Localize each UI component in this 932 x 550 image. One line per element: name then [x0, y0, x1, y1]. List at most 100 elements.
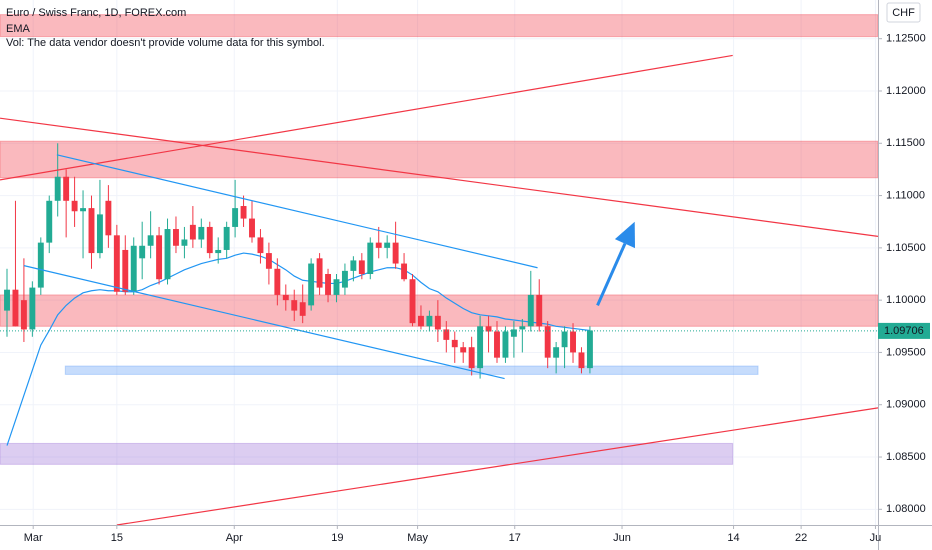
candle-body	[536, 294, 543, 327]
zone	[64, 365, 759, 375]
y-tick-label: 1.08500	[886, 451, 926, 463]
candle-body	[181, 239, 188, 246]
currency-label: CHF	[892, 7, 915, 19]
chart-title: Euro / Swiss Franc, 1D, FOREX.com	[6, 7, 186, 19]
candle-body	[4, 289, 10, 311]
trend-line	[0, 117, 879, 237]
candle-body	[223, 226, 230, 250]
candle-body	[198, 226, 205, 240]
candle-body	[468, 347, 475, 369]
last-price-box	[878, 322, 930, 339]
candle-body	[249, 218, 255, 238]
candle-body	[164, 229, 171, 280]
candle-body	[257, 237, 264, 254]
candle-body	[63, 176, 70, 201]
candle-body	[384, 242, 391, 248]
candle-body	[12, 289, 19, 327]
candle-body	[113, 235, 120, 292]
candle-body	[494, 331, 500, 358]
candle-body	[578, 352, 585, 369]
y-tick-label: 1.12500	[886, 33, 926, 45]
ema-line	[6, 252, 590, 446]
arrow-head	[614, 221, 636, 249]
candle-body	[443, 329, 450, 340]
candle-body	[265, 253, 272, 269]
candle-body	[316, 258, 323, 288]
x-tick-label: 19	[331, 532, 343, 544]
candle-body	[460, 347, 467, 353]
candle-body	[485, 326, 492, 332]
candle-body	[519, 326, 526, 330]
candle-body	[232, 208, 239, 227]
candle-body	[409, 279, 416, 324]
y-tick-label: 1.12000	[886, 85, 926, 97]
trend-line	[23, 265, 505, 380]
candle-body	[80, 208, 87, 212]
x-tick-label: 14	[727, 532, 739, 544]
candle-body	[375, 242, 382, 248]
x-tick-label: Ju	[870, 532, 882, 544]
candle-body	[299, 302, 306, 316]
x-tick-label: Mar	[24, 532, 43, 544]
candle-body	[510, 329, 517, 337]
x-tick-label: 15	[111, 532, 123, 544]
indicator-label: EMA	[6, 23, 31, 35]
candle-body	[206, 226, 213, 254]
y-tick-label: 1.10500	[886, 242, 926, 254]
candle-body	[350, 260, 357, 271]
candle-body	[139, 245, 146, 259]
candle-body	[586, 330, 593, 369]
candle-body	[20, 300, 27, 330]
candle-body	[54, 176, 61, 201]
candle-body	[502, 331, 509, 358]
volume-note: Vol: The data vendor doesn't provide vol…	[6, 37, 325, 49]
candle-body	[282, 294, 289, 301]
plot-area	[0, 0, 879, 526]
y-tick-label: 1.11000	[886, 189, 925, 201]
candle-body	[333, 279, 340, 295]
y-tick-label: 1.10000	[886, 294, 926, 306]
candle-body	[358, 260, 365, 275]
candle-body	[308, 263, 315, 306]
candle-body	[418, 315, 424, 327]
y-tick-label: 1.09500	[886, 346, 926, 358]
candle-body	[367, 242, 374, 275]
candle-body	[156, 235, 163, 280]
candle-body	[88, 208, 95, 254]
x-tick-label: Apr	[226, 532, 243, 544]
candle-body	[561, 331, 568, 348]
candle-body	[147, 235, 154, 246]
trend-line	[116, 407, 879, 526]
candle-body	[29, 287, 36, 330]
candle-body	[291, 300, 298, 311]
candle-body	[544, 326, 551, 358]
candle-body	[553, 347, 560, 358]
y-tick-label: 1.11500	[886, 137, 925, 149]
currency-box[interactable]	[886, 2, 921, 23]
candle-body	[392, 242, 399, 264]
candle-body	[173, 229, 179, 246]
x-tick-label: May	[407, 532, 428, 544]
candle-body	[341, 270, 348, 288]
candle-body	[477, 326, 484, 369]
candle-body	[401, 263, 408, 280]
x-tick-label: 17	[509, 532, 521, 544]
y-tick-label: 1.08000	[886, 503, 926, 515]
candle-body	[96, 214, 103, 254]
candle-body	[37, 242, 44, 288]
candle-body	[570, 331, 576, 353]
candle-body	[71, 200, 78, 212]
arrow-shaft	[596, 243, 627, 306]
trend-line	[0, 54, 733, 181]
candle-body	[46, 200, 53, 243]
candle-body	[122, 249, 129, 292]
candle-body	[240, 206, 247, 219]
candle-body	[189, 224, 196, 240]
candle-body	[105, 200, 112, 236]
candle-body	[274, 268, 281, 295]
trend-line	[56, 154, 538, 269]
last-price-label: 1.09706	[884, 325, 924, 337]
zone	[0, 442, 734, 465]
